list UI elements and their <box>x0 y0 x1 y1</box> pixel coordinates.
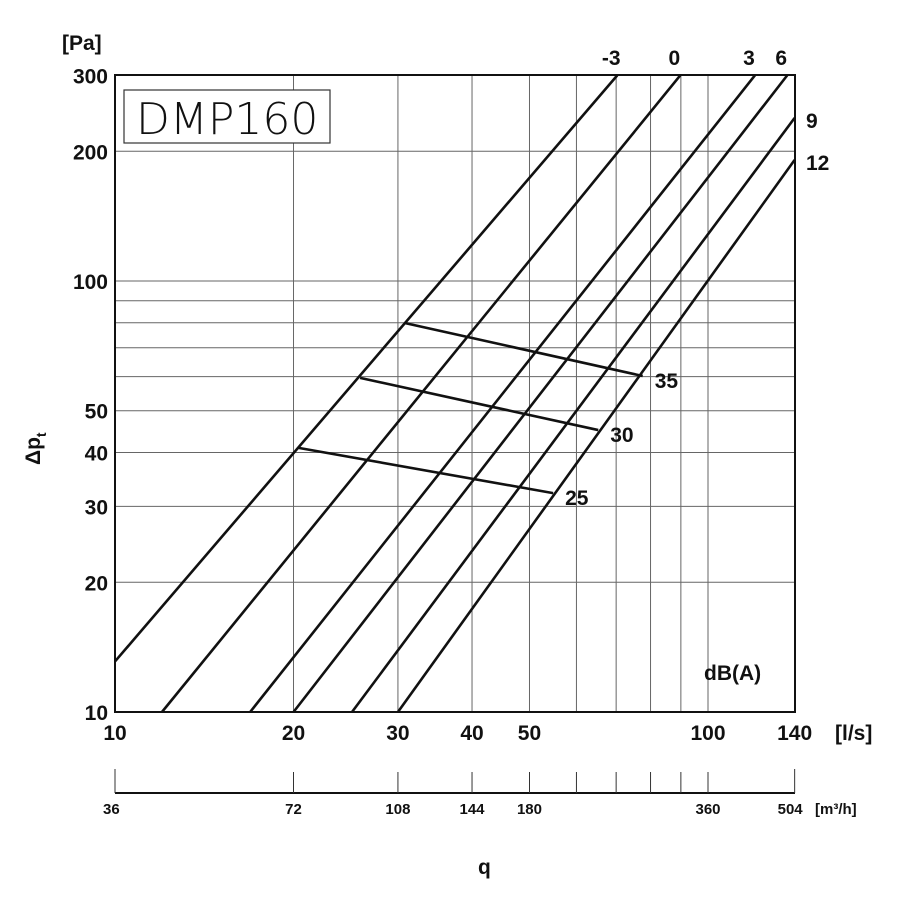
series-label: 3 <box>743 47 755 70</box>
series-label: 12 <box>806 152 829 175</box>
secondary-axis-label: 180 <box>517 801 542 818</box>
x-tick-label: 30 <box>386 722 409 745</box>
secondary-x-axis: 36 72 108 144 180 360 504 <box>103 769 803 818</box>
y-tick-label: 10 <box>85 702 108 725</box>
y-tick-label: 30 <box>85 496 108 519</box>
y-tick-label: 200 <box>73 141 108 164</box>
x-unit: [l/s] <box>835 722 872 745</box>
x-tick-label: 10 <box>103 722 126 745</box>
chart-title: DMP160 <box>136 94 318 145</box>
grid <box>115 75 795 712</box>
plot-frame <box>114 74 796 713</box>
y-tick-label: 20 <box>85 572 108 595</box>
x-tick-label: 100 <box>690 722 725 745</box>
x-tick-label: 20 <box>282 722 305 745</box>
secondary-axis-label: 108 <box>385 801 410 818</box>
title-box <box>123 89 331 144</box>
y-axis-label: Δpt <box>22 432 49 465</box>
y-tick-label: 50 <box>85 401 108 424</box>
series-label: 6 <box>775 47 787 70</box>
y-tick-label: 300 <box>73 65 108 88</box>
series-line-1 <box>160 74 682 713</box>
y-axis-label-main: Δp <box>22 437 45 465</box>
y-tick-label: 100 <box>73 271 108 294</box>
series-lines <box>114 74 796 713</box>
secondary-axis-label: 36 <box>103 801 120 818</box>
series-label: -3 <box>602 47 621 70</box>
series-label: 0 <box>668 47 680 70</box>
series-line-0 <box>114 74 619 663</box>
labels: 35 30 25 -3 0 3 6 9 12 10 20 30 40 50 100 140 10 20 30 40 50… <box>73 47 829 745</box>
series-group-label: dB(A) <box>704 662 761 685</box>
noise-line-25 <box>298 446 554 495</box>
series-line-2 <box>249 74 756 713</box>
x-tick-label: 140 <box>777 722 812 745</box>
noise-line-label: 35 <box>655 370 679 393</box>
y-unit: [Pa] <box>62 32 102 55</box>
svg-text:Δpt: Δpt <box>22 432 49 465</box>
secondary-axis-label: 504 <box>778 801 804 818</box>
noise-line-label: 30 <box>610 424 633 447</box>
y-axis-label-sub: t <box>33 432 49 437</box>
y-tick-label: 40 <box>85 443 108 466</box>
secondary-axis-label: 72 <box>285 801 302 818</box>
noise-line-30 <box>359 376 599 432</box>
x-tick-label: 40 <box>460 722 483 745</box>
secondary-axis-label: 144 <box>460 801 486 818</box>
noise-line-label: 25 <box>565 487 589 510</box>
secondary-x-unit: [m³/h] <box>815 801 857 818</box>
series-label: 9 <box>806 110 818 133</box>
x-tick-label: 50 <box>518 722 541 745</box>
series-line-3 <box>292 74 789 713</box>
noise-line-35 <box>404 321 643 378</box>
series-line-4 <box>350 117 796 713</box>
x-axis-label: q <box>478 856 491 879</box>
secondary-axis-label: 360 <box>695 801 720 818</box>
series-line-5 <box>396 159 796 713</box>
